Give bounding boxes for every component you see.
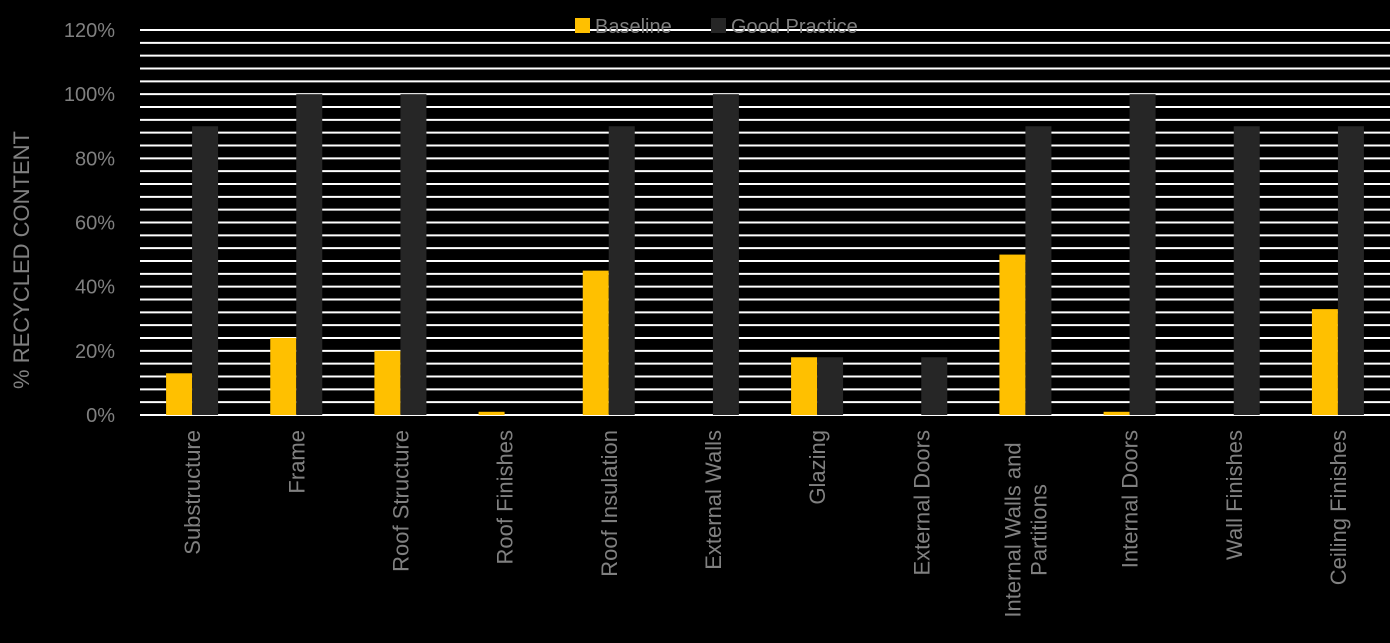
bar-good-practice xyxy=(608,126,635,415)
x-category-label: Wall Finishes xyxy=(1222,430,1247,560)
legend-label: Good Practice xyxy=(731,16,858,38)
x-category-label: Roof Finishes xyxy=(493,430,518,565)
bar-baseline xyxy=(999,254,1026,415)
x-category-label: Ceiling Finishes xyxy=(1326,430,1351,585)
gridlines xyxy=(140,29,1390,416)
bars xyxy=(166,94,1364,416)
bar-good-practice xyxy=(712,94,739,416)
bar-baseline xyxy=(582,270,609,415)
bar-good-practice xyxy=(1233,126,1260,415)
x-category-label: Frame xyxy=(284,430,309,494)
bar-baseline xyxy=(478,411,505,415)
bar-good-practice xyxy=(1025,126,1052,415)
bar-baseline xyxy=(791,357,818,415)
y-axis-label: % RECYCLED CONTENT xyxy=(9,131,34,389)
x-axis-category-labels: Substructure Frame Roof Structure Roof Fini… xyxy=(180,430,1351,618)
bar-good-practice xyxy=(817,357,844,415)
x-category-label: Partitions xyxy=(1026,484,1051,576)
bar-good-practice xyxy=(1337,126,1364,415)
bar-baseline xyxy=(166,373,193,415)
x-category-label: Internal Walls and xyxy=(1000,442,1025,617)
y-tick-label: 100% xyxy=(64,84,115,106)
legend-label: Baseline xyxy=(595,16,672,38)
bar-baseline xyxy=(1103,411,1130,415)
bar-good-practice xyxy=(400,94,427,416)
bar-baseline xyxy=(270,338,297,415)
x-category-label: Internal Doors xyxy=(1118,430,1143,568)
x-category-label: Roof Structure xyxy=(388,430,413,572)
x-category-label: Glazing xyxy=(805,430,830,505)
x-category-label: External Doors xyxy=(909,430,934,576)
bar-good-practice xyxy=(921,357,948,415)
bar-baseline xyxy=(374,350,401,415)
bar-baseline xyxy=(1311,309,1338,415)
y-tick-label: 60% xyxy=(75,213,115,235)
y-tick-label: 0% xyxy=(86,405,115,427)
y-axis-tick-labels: 0% 20% 40% 60% 80% 100% 120% xyxy=(64,20,115,427)
bar-good-practice xyxy=(296,94,323,416)
bar-good-practice xyxy=(1129,94,1156,416)
legend: Baseline Good Practice xyxy=(575,16,858,38)
y-tick-label: 120% xyxy=(64,20,115,42)
y-tick-label: 40% xyxy=(75,277,115,299)
x-category-label: Substructure xyxy=(180,430,205,555)
y-tick-label: 80% xyxy=(75,148,115,170)
x-category-label: External Walls xyxy=(701,430,726,570)
bar-good-practice xyxy=(192,126,219,415)
legend-swatch xyxy=(711,18,726,33)
y-tick-label: 20% xyxy=(75,341,115,363)
x-category-label: Roof Insulation xyxy=(597,430,622,577)
legend-swatch xyxy=(575,18,590,33)
